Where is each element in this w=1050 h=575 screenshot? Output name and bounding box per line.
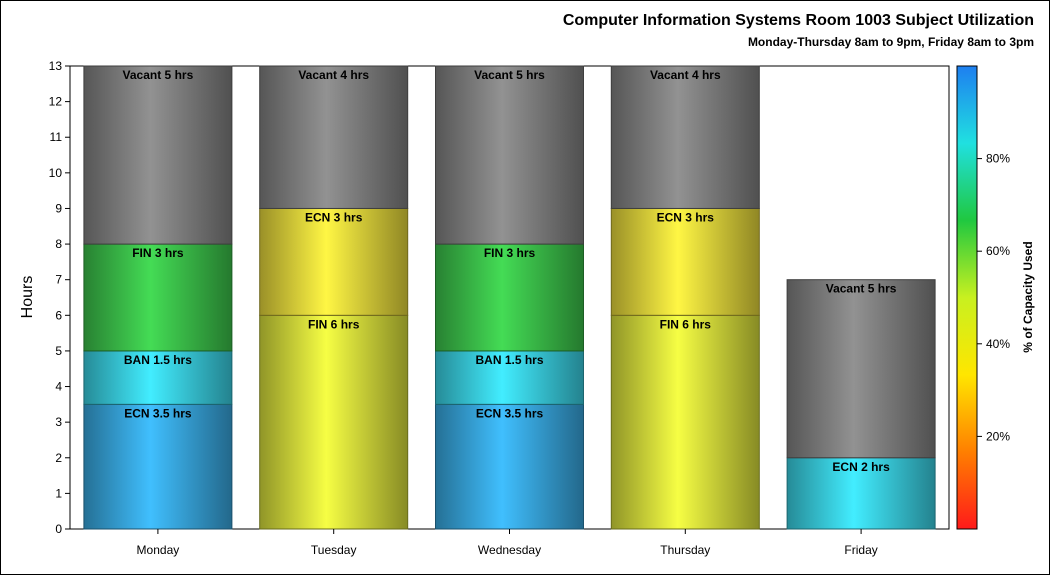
- y-tick-label: 13: [49, 59, 63, 73]
- bar-segment: [435, 243, 584, 352]
- x-tick-label: Monday: [137, 543, 180, 557]
- y-axis-label: Hours: [19, 276, 36, 319]
- colorbar-tick-label: 40%: [986, 337, 1010, 351]
- y-tick-label: 2: [55, 451, 62, 465]
- y-tick-label: 6: [55, 308, 62, 322]
- x-tick-label: Wednesday: [478, 543, 541, 557]
- y-tick-label: 11: [50, 130, 63, 144]
- segment-label: Vacant 5 hrs: [123, 68, 194, 82]
- bar-segment: [83, 350, 233, 405]
- y-tick-label: 9: [55, 201, 62, 215]
- colorbar-tick-label: 80%: [986, 152, 1010, 166]
- y-tick-label: 5: [55, 344, 62, 358]
- y-tick-label: 0: [55, 522, 62, 536]
- x-tick-label: Thursday: [660, 543, 710, 557]
- chart-subtitle: Monday-Thursday 8am to 9pm, Friday 8am t…: [747, 35, 1034, 49]
- y-tick-label: 1: [55, 486, 62, 500]
- y-tick-label: 4: [55, 380, 62, 394]
- segment-label: FIN 6 hrs: [660, 317, 712, 331]
- segment-label: ECN 3 hrs: [305, 210, 363, 224]
- y-tick-label: 7: [55, 273, 62, 287]
- colorbar-label: % of Capacity Used: [1021, 241, 1035, 352]
- segment-label: FIN 3 hrs: [484, 246, 536, 260]
- x-tick-label: Tuesday: [311, 543, 357, 557]
- bar-segment: [83, 243, 233, 352]
- segment-label: ECN 3 hrs: [657, 210, 715, 224]
- segment-label: BAN 1.5 hrs: [124, 353, 192, 367]
- segment-label: Vacant 5 hrs: [474, 68, 545, 82]
- segment-label: ECN 2 hrs: [832, 460, 890, 474]
- segment-label: FIN 6 hrs: [308, 317, 360, 331]
- bar-segment: [259, 314, 409, 530]
- y-tick-label: 12: [49, 95, 63, 109]
- segment-label: Vacant 4 hrs: [650, 68, 721, 82]
- y-tick-label: 10: [49, 166, 63, 180]
- colorbar: [956, 65, 978, 530]
- bar-segment: [259, 65, 409, 209]
- bar-segment: [435, 65, 584, 245]
- colorbar-tick-label: 60%: [986, 244, 1010, 258]
- segment-label: Vacant 5 hrs: [826, 282, 897, 296]
- segment-label: ECN 3.5 hrs: [124, 406, 192, 420]
- colorbar-tick-label: 20%: [986, 429, 1010, 443]
- segment-label: FIN 3 hrs: [132, 246, 184, 260]
- bar-segment: [83, 403, 233, 530]
- bar-segment: [435, 403, 584, 530]
- chart-title: Computer Information Systems Room 1003 S…: [562, 12, 1034, 29]
- bar-segment: [83, 65, 233, 245]
- bar-segment: [610, 314, 760, 530]
- y-tick-label: 3: [55, 415, 62, 429]
- segment-label: ECN 3.5 hrs: [476, 406, 544, 420]
- bar-segment: [259, 207, 409, 316]
- bar-segment: [786, 279, 936, 459]
- segment-label: BAN 1.5 hrs: [475, 353, 543, 367]
- bar-segment: [610, 207, 760, 316]
- y-tick-label: 8: [55, 237, 62, 251]
- segment-label: Vacant 4 hrs: [298, 68, 369, 82]
- x-tick-label: Friday: [844, 543, 877, 557]
- bar-segment: [610, 65, 760, 209]
